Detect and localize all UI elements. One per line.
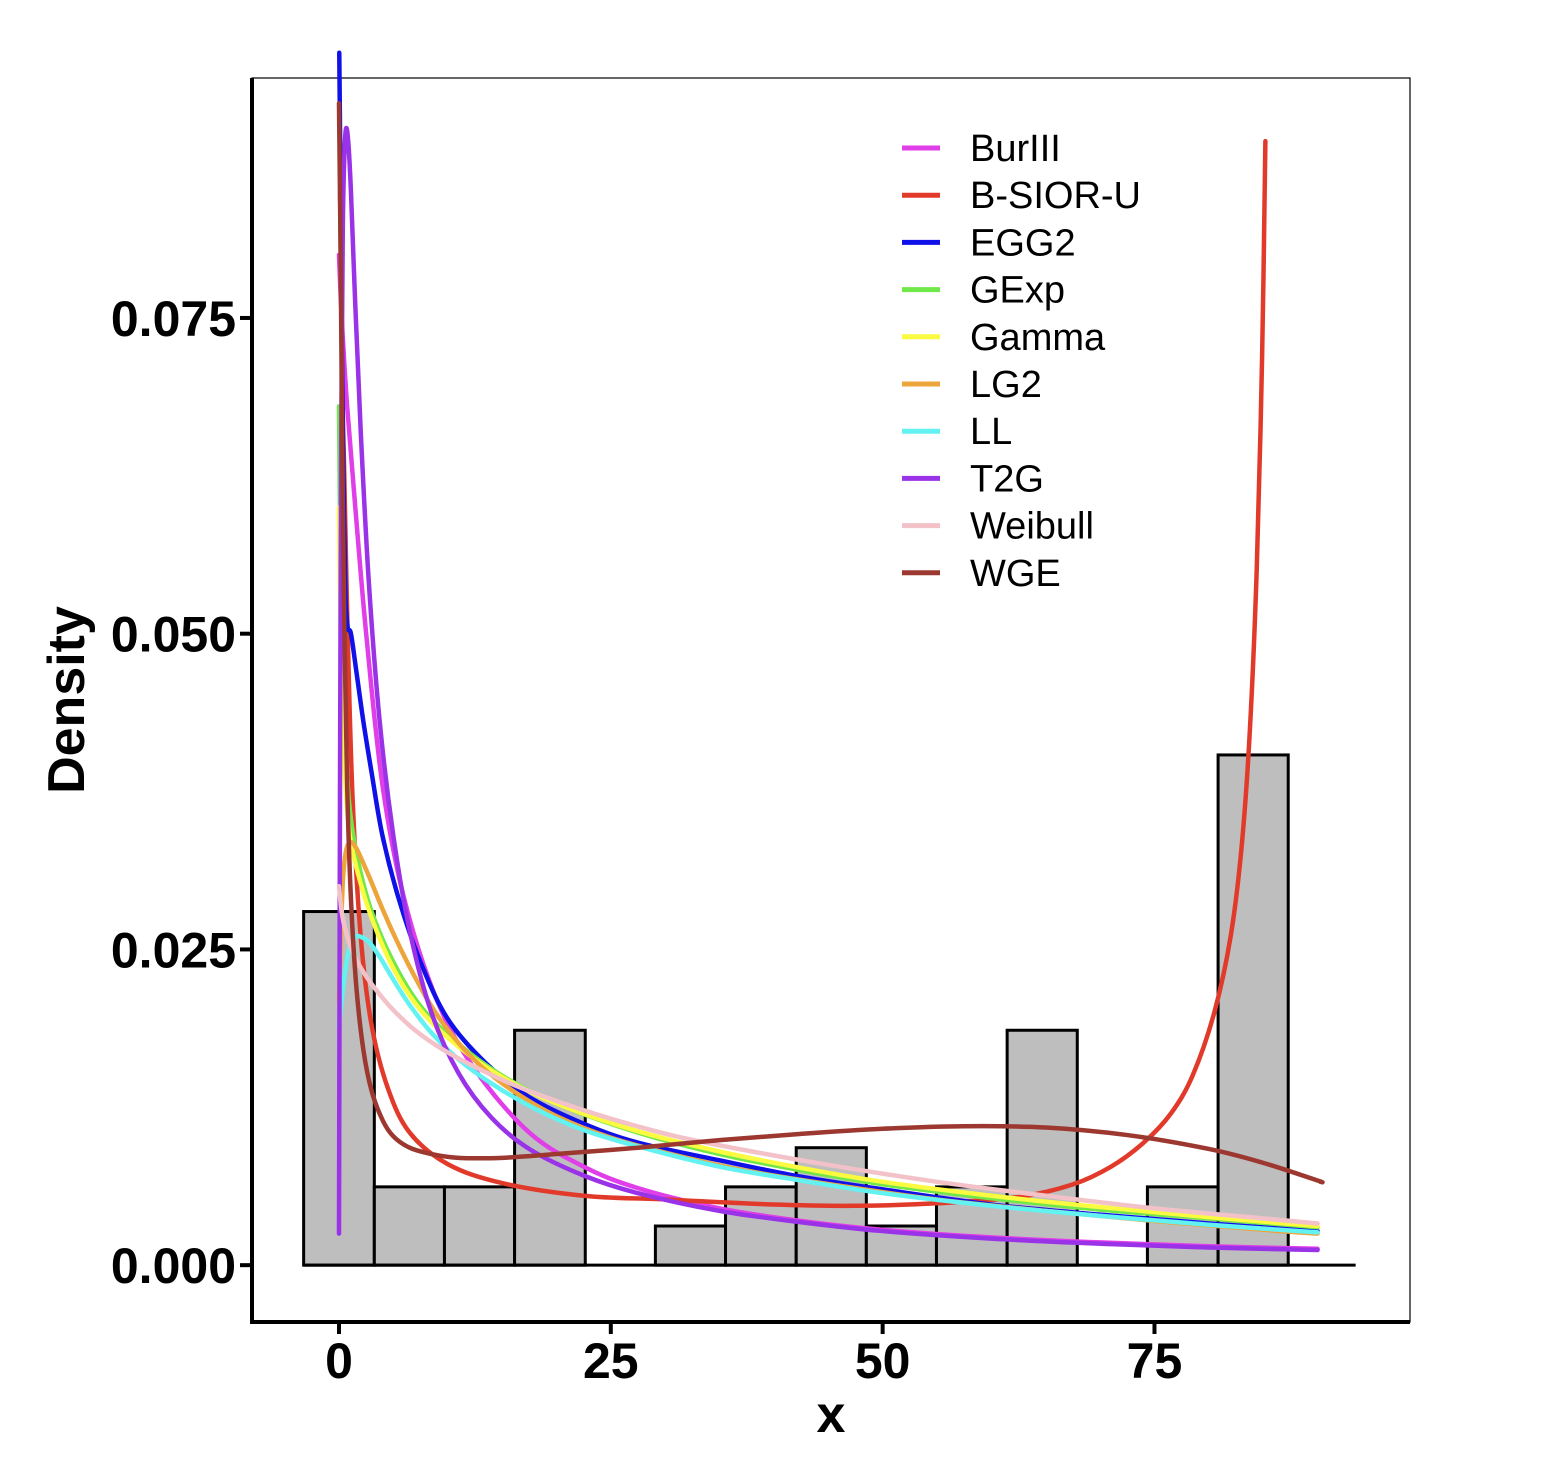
legend-item: GExp <box>902 270 1065 312</box>
legend: BurIII B-SIOR-U EGG2 GExp Gamma LG2 LL T2G Weibu… <box>902 128 1141 595</box>
histogram-bar <box>1216 753 1290 1267</box>
legend-label: LG2 <box>970 364 1042 406</box>
y-axis-ticks: 0.000 0.025 0.050 0.075 <box>111 291 252 1294</box>
legend-label: T2G <box>970 458 1044 500</box>
legend-label: B-SIOR-U <box>970 175 1141 217</box>
y-tick-label: 0.050 <box>111 607 236 663</box>
x-tick-label: 25 <box>583 1333 639 1389</box>
legend-label: BurIII <box>970 128 1061 170</box>
legend-item: T2G <box>902 458 1044 500</box>
legend-item: Gamma <box>902 317 1106 359</box>
histogram-bar <box>653 1224 728 1267</box>
curve-b-sior-u <box>337 138 1268 1209</box>
histogram-bar <box>1145 1185 1220 1267</box>
x-tick-label: 50 <box>855 1333 911 1389</box>
legend-label: WGE <box>970 553 1061 595</box>
histogram-bar <box>442 1185 517 1267</box>
legend-label: GExp <box>970 270 1065 312</box>
histogram-bar <box>724 1185 798 1267</box>
y-tick-label: 0.075 <box>111 291 236 347</box>
legend-item: Weibull <box>902 506 1094 548</box>
curve-wge <box>336 101 1325 1185</box>
y-axis-title: Density <box>38 606 96 794</box>
legend-item: B-SIOR-U <box>902 175 1141 217</box>
curve-ll <box>336 933 1320 1235</box>
density-curves <box>336 50 1325 1253</box>
y-tick-label: 0.000 <box>111 1238 236 1294</box>
curve-weibull <box>336 884 1320 1226</box>
histogram-bar <box>1005 1028 1079 1267</box>
legend-item: WGE <box>902 553 1061 595</box>
legend-item: EGG2 <box>902 222 1076 264</box>
legend-item: LL <box>902 411 1012 453</box>
x-axis-title: x <box>817 1386 846 1444</box>
y-tick-label: 0.025 <box>111 922 236 978</box>
legend-label: Gamma <box>970 317 1106 359</box>
legend-label: Weibull <box>970 506 1094 548</box>
histogram-bar <box>372 1185 446 1267</box>
legend-item: LG2 <box>902 364 1042 406</box>
legend-item: BurIII <box>902 128 1061 170</box>
legend-label: LL <box>970 411 1012 453</box>
x-axis-ticks: 0 25 50 75 <box>325 1322 1182 1389</box>
x-tick-label: 0 <box>325 1333 353 1389</box>
x-tick-label: 75 <box>1127 1333 1183 1389</box>
legend-label: EGG2 <box>970 222 1076 264</box>
